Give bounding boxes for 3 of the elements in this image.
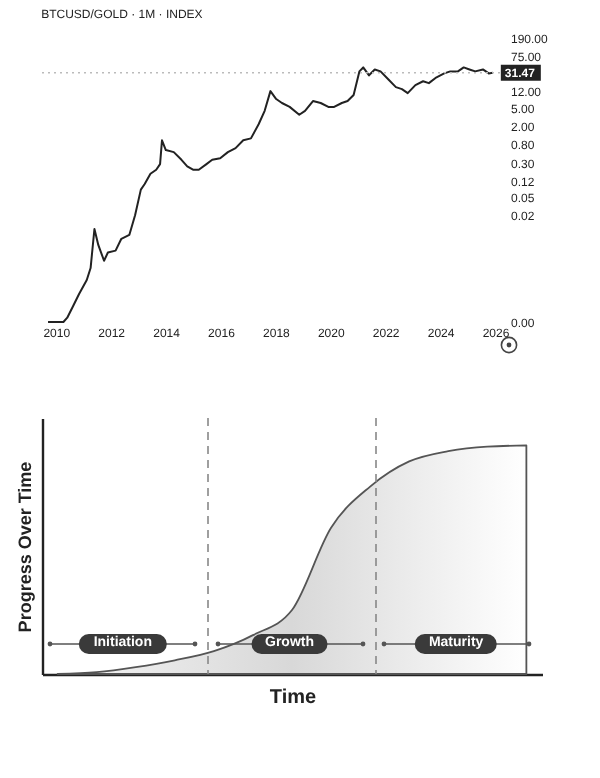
line-series [47,66,494,323]
x-axis-title: Time [269,687,318,709]
y-axis-title: Progress Over Time [15,461,35,633]
